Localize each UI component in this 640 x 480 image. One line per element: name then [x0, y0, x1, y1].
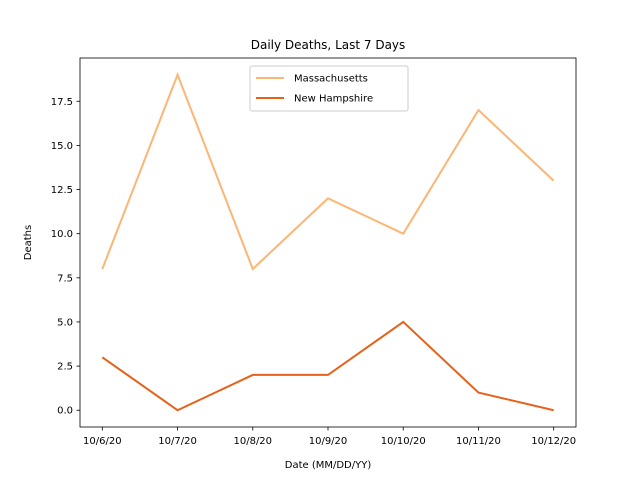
series-line-massachusetts — [101, 72, 555, 271]
plot-frame — [79, 57, 577, 428]
series-layer — [101, 72, 555, 412]
legend-label: Massachusetts — [294, 74, 368, 85]
y-axis: 0.0 2.5 5.0 7.5 10.0 12.5 15.0 17.5 — [51, 97, 80, 417]
x-axis: 10/6/20 10/7/20 10/8/20 10/9/20 10/10/20 10/1… — [83, 427, 576, 447]
y-tick-label: 2.5 — [57, 362, 73, 373]
x-tick-label: 10/11/20 — [456, 436, 501, 447]
y-tick-label: 7.5 — [57, 273, 73, 284]
x-tick-label: 10/9/20 — [309, 436, 348, 447]
x-tick-label: 10/8/20 — [233, 436, 272, 447]
y-tick-label: 5.0 — [57, 317, 73, 328]
chart-title: Daily Deaths, Last 7 Days — [251, 38, 406, 52]
y-tick-label: 15.0 — [51, 141, 73, 152]
series-line-new-hampshire — [101, 320, 554, 412]
legend-label: New Hampshire — [294, 94, 373, 105]
x-axis-label: Date (MM/DD/YY) — [285, 460, 372, 471]
legend: Massachusetts New Hampshire — [249, 65, 409, 112]
x-tick-label: 10/10/20 — [381, 436, 426, 447]
y-axis-label: Deaths — [23, 225, 34, 260]
y-tick-label: 0.0 — [57, 406, 73, 417]
x-tick-label: 10/6/20 — [83, 436, 122, 447]
x-tick-label: 10/7/20 — [158, 436, 197, 447]
y-tick-label: 10.0 — [51, 229, 73, 240]
y-tick-label: 17.5 — [51, 97, 73, 108]
legend-box — [249, 65, 409, 112]
y-tick-label: 12.5 — [51, 185, 73, 196]
x-tick-label: 10/12/20 — [531, 436, 576, 447]
